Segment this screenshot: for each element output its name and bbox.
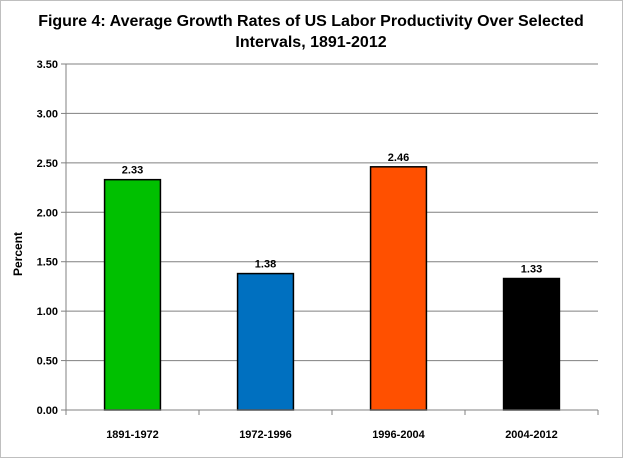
bar-1972-1996 <box>236 272 295 411</box>
y-axis-label: Percent <box>11 232 25 276</box>
y-tick-label: 1.50 <box>37 257 58 269</box>
y-tick-label: 0.00 <box>37 405 58 417</box>
labels: 0.00 0.50 1.00 1.50 2.00 2.50 3.00 3.50 2.33 1891… <box>37 59 558 441</box>
chart-title-line-1: Figure 4: Average Growth Rates of US Lab… <box>38 13 584 30</box>
x-tick-label: 1891-1972 <box>106 429 159 441</box>
bar-2004-2012 <box>502 277 561 411</box>
bars <box>103 166 561 411</box>
y-tick-label: 3.00 <box>37 108 58 120</box>
y-tick-label: 1.00 <box>37 306 58 318</box>
y-tick-label: 3.50 <box>37 59 58 71</box>
data-label: 2.46 <box>388 152 409 164</box>
y-tick-label: 0.50 <box>37 356 58 368</box>
x-tick-label: 1972-1996 <box>239 429 292 441</box>
x-tick-label: 2004-2012 <box>505 429 558 441</box>
bar-1891-1972 <box>103 178 162 411</box>
chart-title-line-2: Intervals, 1891-2012 <box>235 34 386 51</box>
y-tick-label: 2.00 <box>37 207 58 219</box>
x-tick-label: 1996-2004 <box>372 429 425 441</box>
data-label: 2.33 <box>122 165 143 177</box>
data-label: 1.38 <box>255 259 276 271</box>
axes <box>61 63 599 415</box>
data-label: 1.33 <box>521 264 542 276</box>
y-tick-label: 2.50 <box>37 158 58 170</box>
bar-1996-2004 <box>369 166 428 411</box>
